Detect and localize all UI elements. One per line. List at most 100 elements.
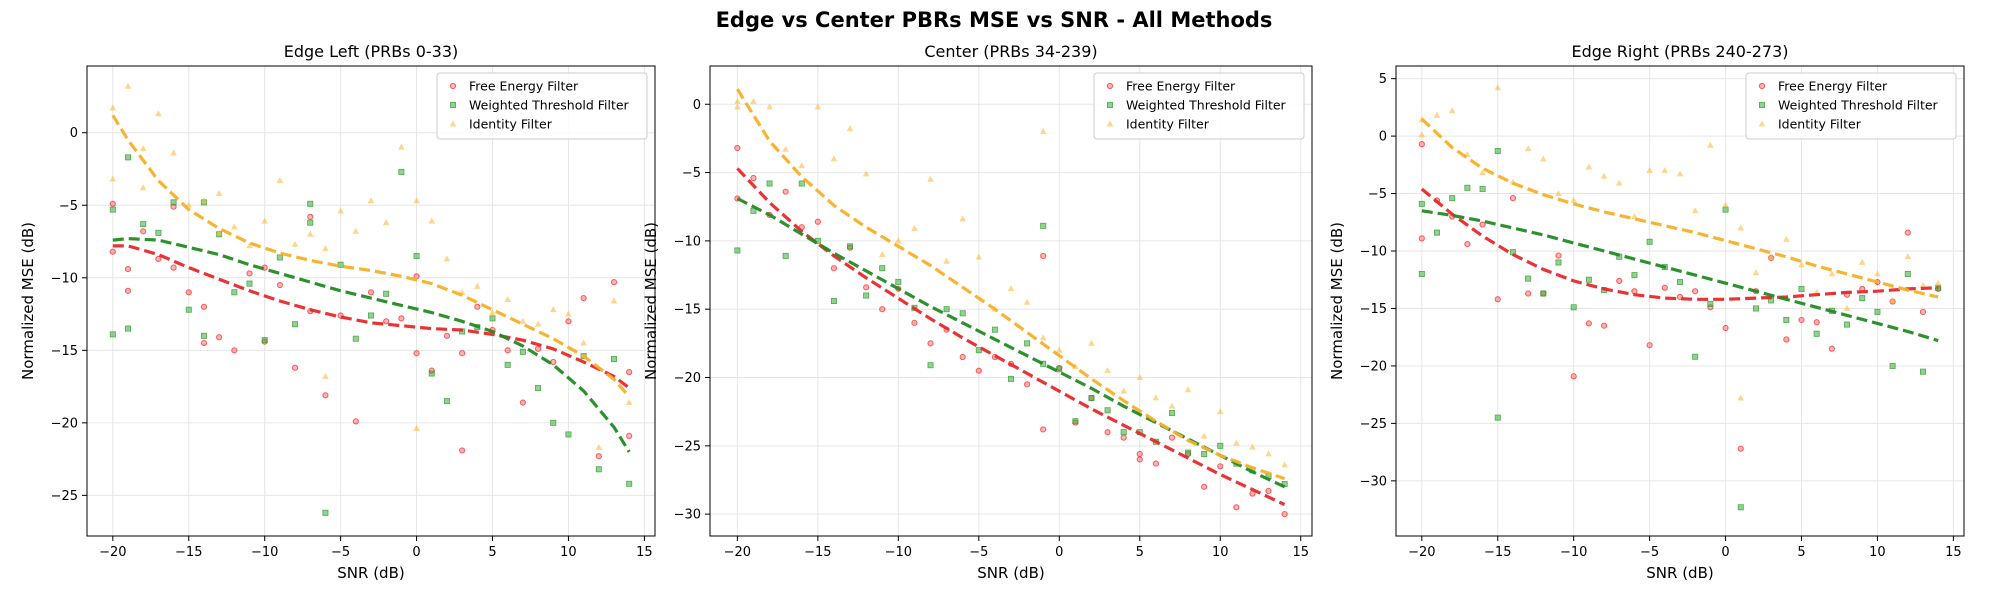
data-point-weighted-threshold [1104,407,1111,414]
x-tick-label: 10 [1869,545,1886,560]
legend-box [1093,72,1305,140]
y-tick-label: −10 [674,234,701,249]
legend: Free Energy Filter Weighted Threshold Fil… [436,72,648,140]
data-point-weighted-threshold [109,206,116,213]
data-point-weighted-threshold [1185,449,1192,456]
data-point-free-energy [1120,434,1127,441]
data-point-weighted-threshold [337,261,344,268]
data-point-identity [1874,270,1881,277]
y-tick-label: −15 [1360,302,1387,317]
data-point-identity [1120,387,1127,394]
data-point-identity [1858,258,1866,265]
y-tick-label: 5 [1379,72,1387,87]
data-point-free-energy [1737,445,1744,452]
data-point-free-energy [1661,284,1668,291]
legend: Free Energy Filter Weighted Threshold Fil… [1745,72,1957,140]
legend-marker-weighted-threshold [1759,102,1766,109]
legend-label: Identity Filter [1778,117,1862,132]
data-point-free-energy [443,332,451,339]
data-point-weighted-threshold [428,370,435,377]
data-point-identity [413,425,420,432]
data-point-identity [1494,84,1502,91]
data-point-identity [1722,201,1729,208]
plot-frame [709,65,1313,537]
data-point-free-energy [155,255,162,263]
data-point-identity [215,229,223,236]
data-point-identity [943,257,950,264]
y-tick-label: −5 [1368,187,1387,202]
data-point-identity [595,443,603,450]
data-point-weighted-threshold [1752,305,1759,312]
data-point-free-energy [1217,463,1224,470]
data-point-free-energy [124,287,132,294]
data-point-weighted-threshold [1783,316,1790,323]
data-point-identity [1889,296,1896,303]
data-point-identity [565,310,572,317]
data-point-identity [1524,145,1532,152]
data-point-weighted-threshold [489,315,496,322]
data-point-free-energy [1646,342,1653,349]
data-point-free-energy [307,213,314,220]
data-point-identity [1661,166,1669,173]
data-point-free-energy [782,188,789,195]
data-point-free-energy [1813,319,1820,326]
legend-label: Weighted Threshold Filter [1126,98,1287,113]
data-point-identity [750,97,757,104]
data-point-free-energy [185,289,192,296]
data-point-weighted-threshold [367,312,374,319]
data-point-free-energy [459,447,466,454]
data-point-free-energy [413,350,420,357]
data-point-identity [625,398,633,405]
y-tick-label: −5 [682,166,701,181]
data-point-identity [1555,189,1562,196]
data-point-weighted-threshold [1904,270,1911,277]
data-point-identity [534,320,542,327]
data-point-free-energy [927,340,934,347]
data-point-weighted-threshold [1889,362,1896,369]
data-point-weighted-threshold [1646,238,1653,245]
data-point-free-energy [352,418,359,425]
data-point-identity [1752,269,1760,276]
data-point-free-energy [975,367,982,374]
data-point-identity [352,227,360,234]
data-point-weighted-threshold [565,431,572,438]
data-point-weighted-threshold [1088,395,1095,402]
data-point-identity [1600,172,1608,179]
data-point-identity [1055,346,1063,353]
data-point-weighted-threshold [766,180,773,187]
y-tick-label: −5 [59,199,78,214]
data-point-identity [1136,373,1144,380]
data-point-identity [1707,141,1714,148]
data-point-identity [766,103,773,110]
data-point-weighted-threshold [307,200,314,207]
data-point-free-energy [814,218,821,225]
data-point-free-energy [1600,322,1608,329]
data-point-identity [246,242,253,249]
data-point-free-energy [863,284,870,291]
data-point-free-energy [504,347,511,354]
data-point-identity [200,197,208,204]
data-point-identity [291,240,299,247]
data-point-weighted-threshold [943,306,950,313]
y-axis-label: Normalized MSE (dB) [1328,222,1346,380]
x-tick-label: −15 [804,545,831,560]
data-point-free-energy [610,279,618,286]
data-point-free-energy [1828,345,1835,352]
x-tick-label: 0 [412,545,420,560]
x-tick-label: 15 [636,545,653,560]
data-point-identity [261,217,268,224]
data-point-identity [1088,339,1095,346]
trend-line-2 [112,236,631,453]
data-point-free-energy [1494,296,1501,303]
data-point-identity [139,184,147,191]
legend-label: Weighted Threshold Filter [1778,98,1939,113]
x-tick-label: 10 [560,545,577,560]
data-point-identity [1433,111,1441,118]
data-point-identity [549,306,557,313]
data-point-identity [1479,169,1486,176]
data-point-free-energy [1233,504,1240,511]
data-point-identity [306,230,314,237]
x-tick-label: −10 [251,545,278,560]
x-tick-label: −10 [885,545,912,560]
data-point-identity [443,255,451,262]
